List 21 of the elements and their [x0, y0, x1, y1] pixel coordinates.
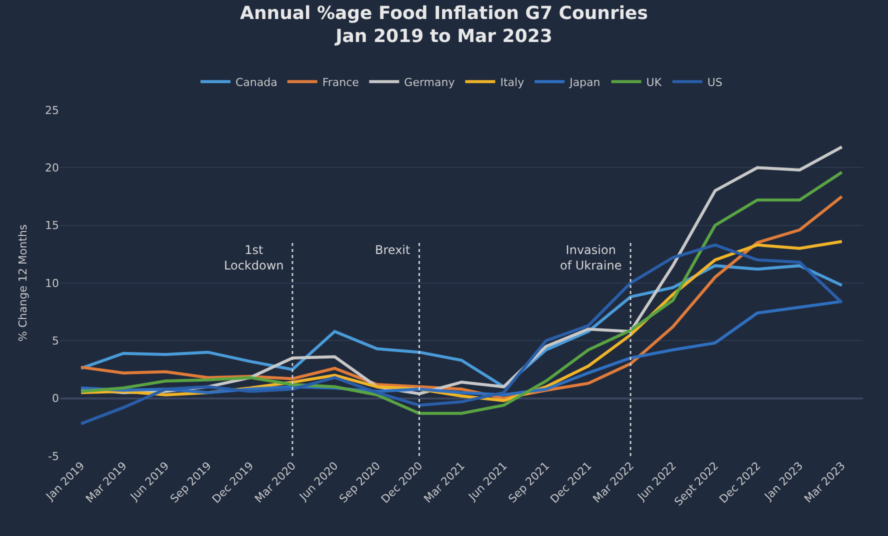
y-tick-label: 25 — [45, 104, 59, 117]
legend-label: France — [322, 76, 360, 89]
y-tick-label: 10 — [45, 276, 59, 290]
legend-label: US — [707, 76, 722, 89]
y-tick-label: 20 — [45, 162, 59, 175]
line-series — [80, 170, 844, 415]
legend-label: Japan — [568, 76, 600, 89]
ref-line-label: 1st Lockdown — [224, 243, 284, 273]
ref-line-label: Invasion of Ukraine — [560, 243, 622, 273]
legend-label: Germany — [404, 76, 456, 89]
chart-subtitle: Jan 2019 to Mar 2023 — [334, 26, 552, 48]
y-tick-label: 5 — [52, 334, 59, 348]
chart-title: Annual %age Food Inflation G7 Counries — [240, 2, 648, 24]
legend-label: Italy — [500, 76, 525, 89]
y-tick-label: 0 — [52, 392, 59, 406]
legend-label: Canada — [236, 76, 278, 89]
y-tick-label: -5 — [48, 450, 59, 463]
y-tick-label: 15 — [45, 219, 59, 232]
legend-label: UK — [646, 76, 662, 89]
y-axis-title: % Change 12 Months — [16, 224, 30, 342]
ref-line-label: Brexit — [375, 243, 411, 257]
